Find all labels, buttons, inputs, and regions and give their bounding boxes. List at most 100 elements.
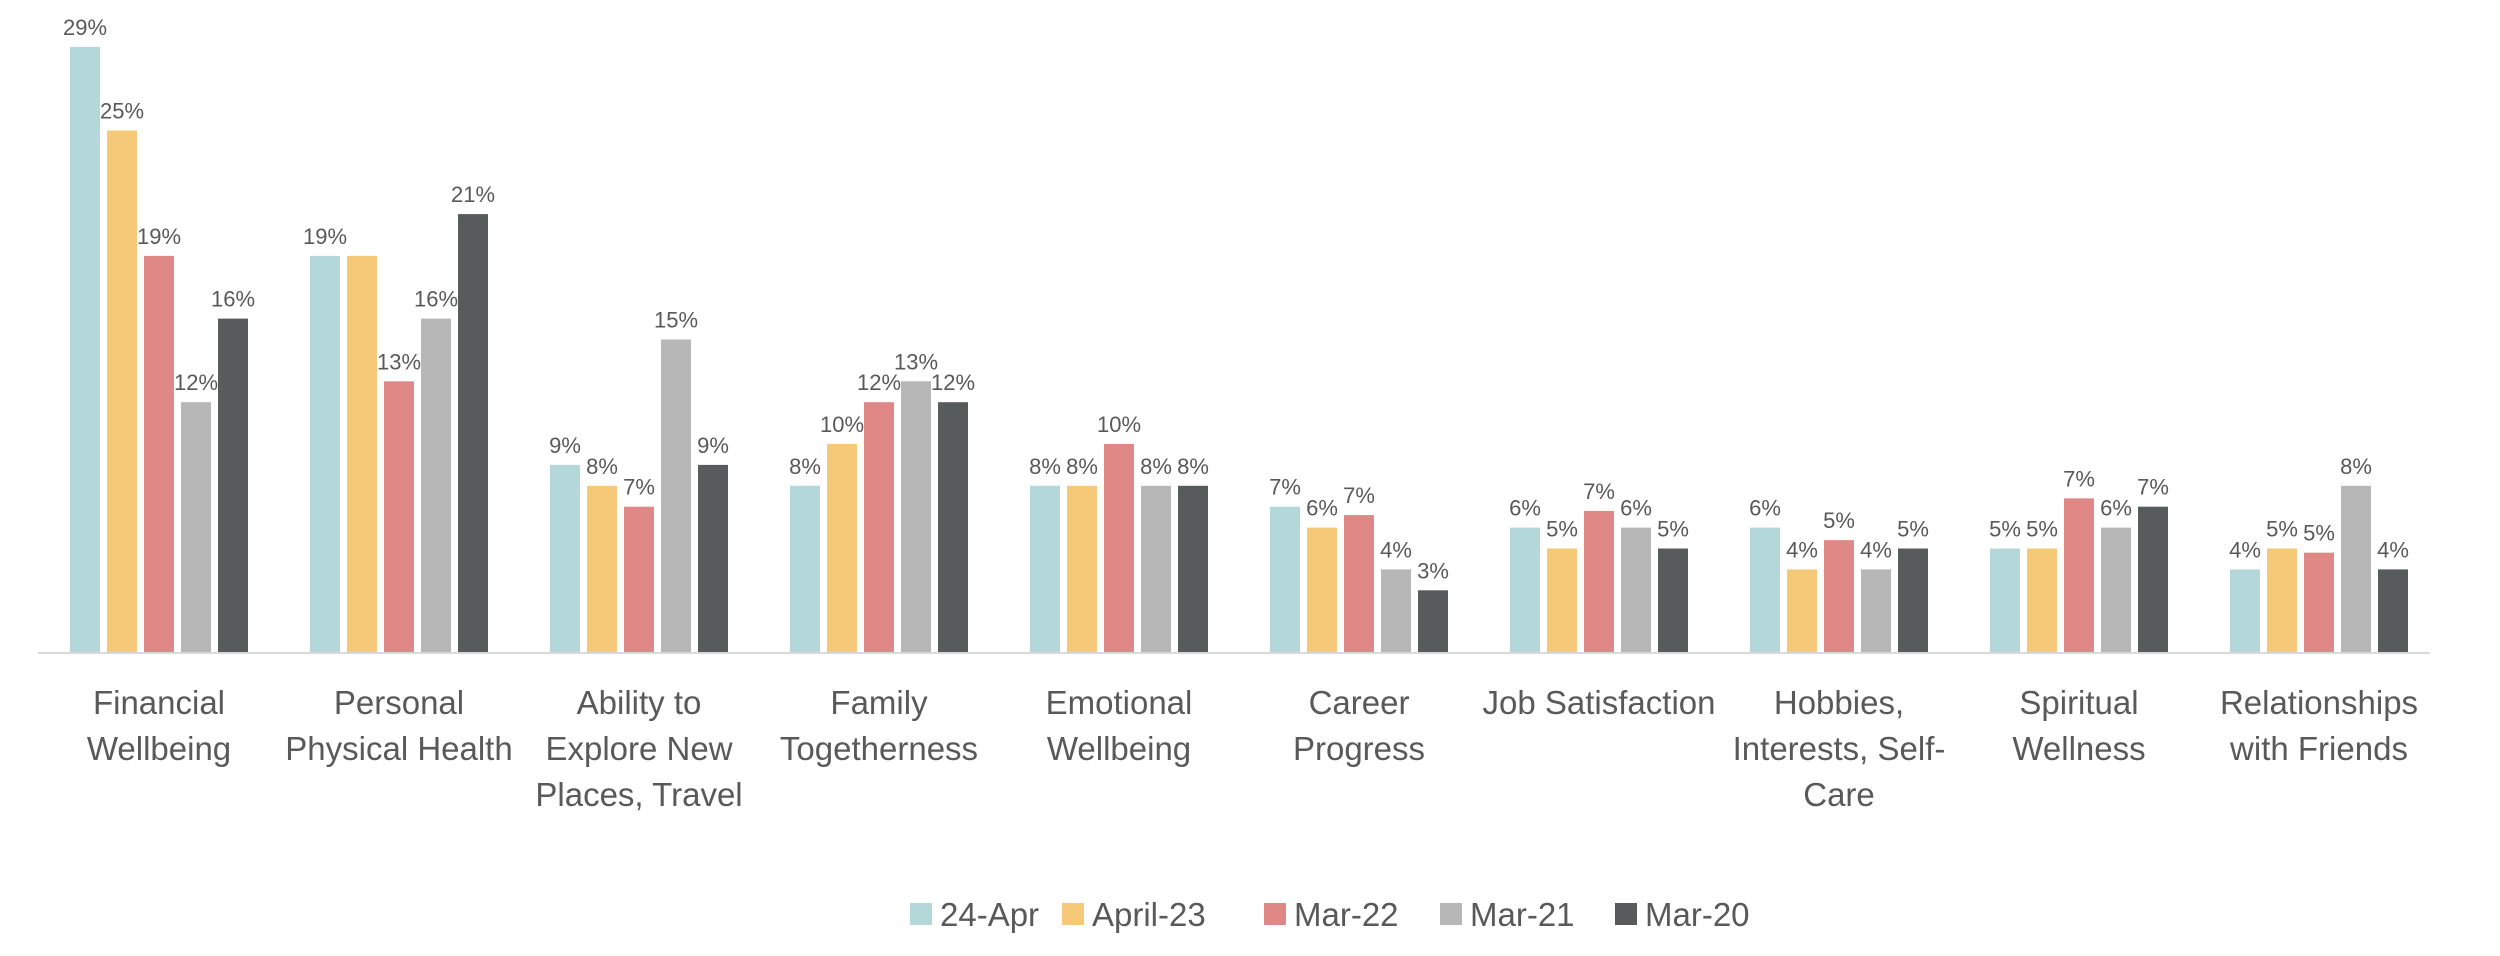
data-label: 25% xyxy=(100,99,144,124)
bar xyxy=(1067,485,1097,653)
bar xyxy=(2027,548,2057,653)
bar xyxy=(1104,444,1134,653)
data-label: 12% xyxy=(931,370,975,395)
bars-group xyxy=(70,46,2408,653)
category-tick-label: Wellbeing xyxy=(87,730,231,767)
bar xyxy=(70,46,100,653)
bar xyxy=(864,402,894,653)
legend-label: Mar-21 xyxy=(1470,896,1575,933)
bar xyxy=(790,485,820,653)
bar xyxy=(2230,569,2260,653)
data-label: 6% xyxy=(1509,496,1541,521)
data-label: 29% xyxy=(63,15,107,40)
bar xyxy=(550,464,580,653)
bar xyxy=(2341,485,2371,653)
category-tick-label: Emotional xyxy=(1046,684,1193,721)
category-tick-label: Ability to xyxy=(577,684,702,721)
bar xyxy=(1787,569,1817,653)
value-labels-group: 29%25%19%12%16%19%13%16%21%9%8%7%15%9%8%… xyxy=(63,15,2409,583)
bar xyxy=(587,485,617,653)
data-label: 21% xyxy=(451,182,495,207)
data-label: 7% xyxy=(623,475,655,500)
category-tick-label: Relationships xyxy=(2220,684,2418,721)
legend-swatch xyxy=(1062,903,1084,925)
legend-swatch xyxy=(1264,903,1286,925)
data-label: 5% xyxy=(2266,517,2298,542)
data-label: 15% xyxy=(654,308,698,333)
bar xyxy=(218,318,248,653)
bar xyxy=(1270,506,1300,653)
data-label: 4% xyxy=(1786,537,1818,562)
bar xyxy=(1418,590,1448,653)
data-label: 4% xyxy=(1380,537,1412,562)
category-tick-label: Explore New xyxy=(545,730,732,767)
bar xyxy=(1178,485,1208,653)
data-label: 3% xyxy=(1417,558,1449,583)
data-label: 13% xyxy=(377,349,421,374)
category-tick-label: Wellbeing xyxy=(1047,730,1191,767)
bar xyxy=(107,130,137,653)
bar xyxy=(144,255,174,653)
data-label: 13% xyxy=(894,349,938,374)
category-tick-label: Interests, Self- xyxy=(1733,730,1946,767)
data-label: 10% xyxy=(1097,412,1141,437)
category-tick-label: Hobbies, xyxy=(1774,684,1904,721)
bar xyxy=(901,381,931,653)
bar xyxy=(1898,548,1928,653)
category-tick-label: Care xyxy=(1803,776,1875,813)
data-label: 19% xyxy=(303,224,347,249)
data-label: 8% xyxy=(2340,454,2372,479)
legend-swatch xyxy=(1615,903,1637,925)
category-tick-label: Family xyxy=(830,684,928,721)
data-label: 8% xyxy=(1066,454,1098,479)
data-label: 6% xyxy=(1306,496,1338,521)
data-label: 8% xyxy=(1029,454,1061,479)
data-label: 10% xyxy=(820,412,864,437)
category-labels-group: Financial Wellbeing Personal Physical Healt… xyxy=(87,684,2418,813)
bar xyxy=(1344,515,1374,653)
legend-swatch xyxy=(1440,903,1462,925)
data-label: 16% xyxy=(414,287,458,312)
data-label: 5% xyxy=(2303,521,2335,546)
category-tick-label: Togetherness xyxy=(780,730,978,767)
bar xyxy=(421,318,451,653)
bar xyxy=(2064,498,2094,653)
data-label: 5% xyxy=(1546,517,1578,542)
category-tick-label: Financial xyxy=(93,684,225,721)
data-label: 5% xyxy=(1657,517,1689,542)
bar xyxy=(2378,569,2408,653)
legend-swatch xyxy=(910,903,932,925)
data-label: 4% xyxy=(2229,537,2261,562)
bar xyxy=(827,444,857,653)
category-tick-label: Physical Health xyxy=(285,730,512,767)
category-tick-label: Personal xyxy=(334,684,464,721)
data-label: 16% xyxy=(211,287,255,312)
bar xyxy=(1990,548,2020,653)
data-label: 8% xyxy=(586,454,618,479)
category-tick-label: Job Satisfaction xyxy=(1483,684,1716,721)
data-label: 7% xyxy=(1269,475,1301,500)
bar xyxy=(2267,548,2297,653)
bar xyxy=(2138,506,2168,653)
category-tick-label: Places, Travel xyxy=(535,776,742,813)
data-label: 4% xyxy=(1860,537,1892,562)
bar xyxy=(1141,485,1171,653)
data-label: 8% xyxy=(789,454,821,479)
category-tick-label: Career xyxy=(1309,684,1410,721)
bar xyxy=(2101,527,2131,653)
data-label: 8% xyxy=(1140,454,1172,479)
data-label: 19% xyxy=(137,224,181,249)
data-label: 6% xyxy=(1620,496,1652,521)
data-label: 7% xyxy=(1343,483,1375,508)
data-label: 5% xyxy=(2026,517,2058,542)
data-label: 5% xyxy=(1823,508,1855,533)
bar xyxy=(1307,527,1337,653)
data-label: 12% xyxy=(174,370,218,395)
data-label: 6% xyxy=(1749,496,1781,521)
category-tick-label: Wellness xyxy=(2012,730,2145,767)
data-label: 12% xyxy=(857,370,901,395)
bar xyxy=(1547,548,1577,653)
legend-label: 24-Apr xyxy=(940,896,1039,933)
data-label: 9% xyxy=(549,433,581,458)
